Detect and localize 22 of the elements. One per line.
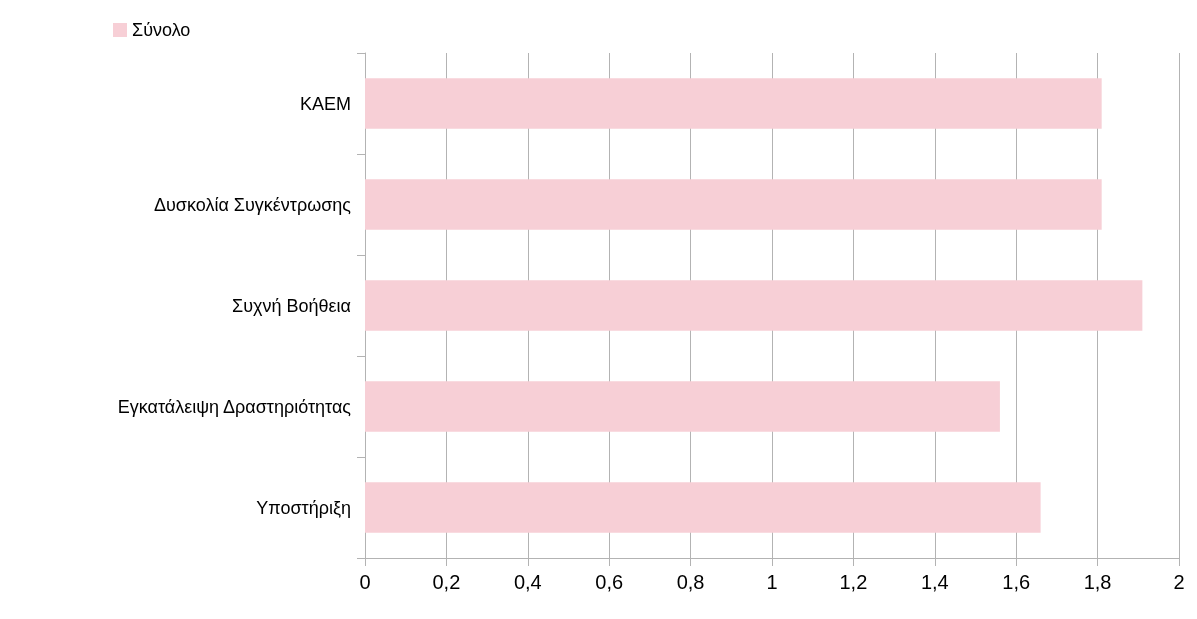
bar — [365, 179, 1102, 230]
y-tick-label: Συχνή Βοήθεια — [232, 295, 351, 316]
bar — [365, 78, 1102, 129]
y-tick-label: ΚΑΕΜ — [299, 93, 351, 114]
x-tick-label: 0,8 — [676, 571, 705, 593]
x-tick-label: 0,4 — [513, 571, 542, 593]
x-tick-label: 0,6 — [595, 571, 624, 593]
y-tick-label: Δυσκολία Συγκέντρωσης — [153, 194, 352, 215]
x-tick-label: 2 — [1173, 571, 1185, 593]
x-tick-label: 0 — [359, 571, 371, 593]
x-tick-label: 1,2 — [839, 571, 868, 593]
x-tick-label: 1 — [766, 571, 778, 593]
bar — [365, 482, 1041, 533]
y-tick-label: Εγκατάλειψη Δραστηριότητας — [117, 396, 352, 417]
legend-label: Σύνολο — [132, 20, 191, 40]
x-tick-label: 1,6 — [1002, 571, 1031, 593]
bar — [365, 381, 1000, 432]
x-tick-label: 1,4 — [920, 571, 949, 593]
x-tick-label: 0,2 — [432, 571, 461, 593]
y-tick-label: Υποστήριξη — [256, 497, 351, 518]
x-tick-label: 1,8 — [1083, 571, 1112, 593]
bar — [365, 280, 1143, 331]
